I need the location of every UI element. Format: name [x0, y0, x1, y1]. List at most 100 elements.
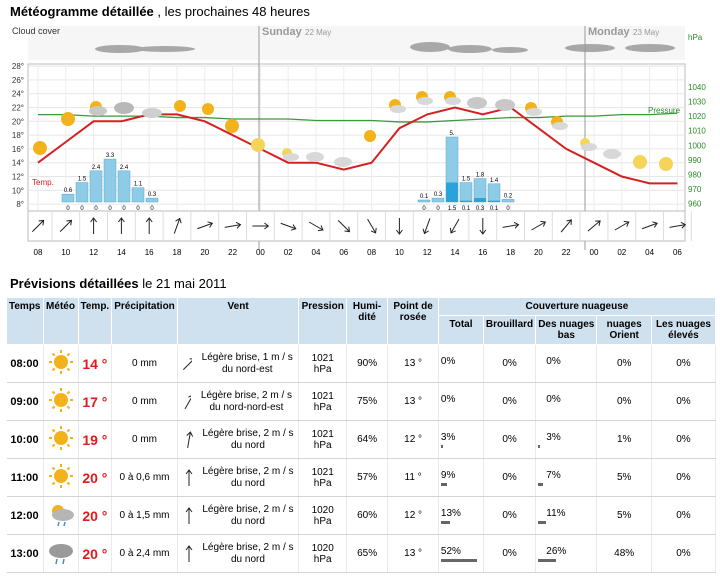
- sun-cloud-icon: [416, 91, 433, 105]
- pressure-tick-label: 1030: [688, 98, 706, 107]
- cloud-rain-icon: [43, 534, 79, 573]
- wind-arrow-icon: [184, 393, 191, 409]
- hour-label: 00: [256, 248, 265, 257]
- monday-label: Monday: [588, 26, 630, 38]
- hour-label: 10: [61, 248, 70, 257]
- row-cloud-low: 0%: [535, 382, 598, 421]
- pressure-tick-label: 970: [688, 185, 702, 194]
- header-cloud: Couverture nuageuse: [437, 297, 717, 316]
- wind-arrow-icon: [252, 222, 270, 230]
- row-cloud-total: 0%: [438, 382, 484, 421]
- temp-tick-label: 8°: [16, 200, 24, 209]
- row-cloud-high: 0%: [651, 458, 717, 497]
- hour-label: 06: [339, 248, 348, 257]
- row-cloud-low-text: 0%: [546, 355, 561, 367]
- precip-bar: [145, 197, 159, 203]
- hour-labels: 08 10 12 14 16 18 20 22 00 02 04 06 08 10 12 14 16 18 20 22…: [34, 248, 683, 257]
- precip-bar: [103, 158, 117, 203]
- cloud-low-bar: [538, 444, 541, 448]
- row-pressure: 1021 hPa: [298, 458, 347, 497]
- row-wind: Légère brise, 2 m / s du nord: [177, 420, 300, 459]
- row-cloud-total: 3%: [438, 420, 484, 459]
- row-precip: 0 mm: [111, 344, 178, 383]
- precip-min-label: 0.1: [462, 206, 471, 212]
- row-cloud-low: 7%: [535, 458, 598, 497]
- row-pressure: 1020 hPa: [298, 496, 347, 535]
- precip-max-label: 0.2: [504, 193, 513, 199]
- header-time: Temps: [6, 297, 44, 345]
- precip-bar-min: [460, 200, 472, 202]
- header-weather: Météo: [42, 297, 79, 345]
- moon-cloud-icon: [282, 148, 299, 161]
- row-cloud-high: 0%: [651, 496, 717, 535]
- row-cloud-total: 0%: [438, 344, 484, 383]
- precip-bar: [89, 170, 103, 203]
- sun-icon: [202, 103, 214, 115]
- row-cloud-mid: 5%: [596, 458, 652, 497]
- wind-arrow-icon: [173, 217, 182, 234]
- row-fog: 0%: [483, 458, 537, 497]
- wind-arrow-icon: [90, 217, 97, 234]
- precip-min-label: 0: [80, 206, 84, 212]
- row-cloud-mid: 0%: [596, 344, 652, 383]
- cloud-cover-label: Cloud cover: [12, 26, 60, 36]
- wind-arrow-icon: [118, 217, 125, 234]
- hour-label: 08: [367, 248, 376, 257]
- header-fog: Brouillard: [482, 315, 537, 345]
- precip-min-label: 0: [422, 206, 426, 212]
- hour-label: 20: [534, 248, 543, 257]
- meteogram-title: Météogramme détaillée , les prochaines 4…: [10, 4, 310, 19]
- hour-label: 16: [145, 248, 154, 257]
- header-total: Total: [437, 315, 484, 345]
- temp-tick-label: 16°: [12, 145, 24, 154]
- pressure-tick-label: 1040: [688, 83, 706, 92]
- row-wind: Légère brise, 2 m / s du nord: [177, 534, 300, 573]
- header-humidity: Humi-dité: [345, 297, 389, 345]
- row-cloud-high: 0%: [651, 344, 717, 383]
- header-low: Des nuages bas: [535, 315, 598, 345]
- row-cloud-mid: 0%: [596, 382, 652, 421]
- sun-cloud-icon: [389, 99, 406, 113]
- row-cloud-low: 26%: [535, 534, 598, 573]
- header-wind: Vent: [176, 297, 300, 345]
- precip-min-label: 0.3: [476, 206, 485, 212]
- cloud-low-bar: [538, 482, 544, 486]
- precip-bar: [117, 170, 131, 203]
- row-dew: 12 °: [387, 420, 439, 459]
- wind-arrow-icon: [395, 218, 403, 235]
- monday-date: 23 May: [633, 28, 659, 37]
- hour-label: 22: [562, 248, 571, 257]
- table-row: 09:00 17 ° 0 mm Légère brise, 2 m / s du…: [6, 382, 717, 421]
- row-wind-text: Légère brise, 2 m / s du nord: [202, 503, 294, 527]
- cloud-total-bar: [440, 482, 448, 486]
- row-time: 10:00: [6, 420, 44, 459]
- precip-bar: [75, 182, 89, 203]
- precip-max-label: 1.8: [476, 173, 485, 179]
- wind-arrow-icon: [59, 219, 73, 233]
- row-fog: 0%: [483, 344, 537, 383]
- hour-label: 04: [312, 248, 321, 257]
- header-pressure: Pression: [298, 297, 347, 345]
- row-humidity: 65%: [346, 534, 389, 573]
- row-cloud-high: 0%: [651, 420, 717, 459]
- sun-icon: [43, 382, 79, 421]
- row-wind-text: Légère brise, 2 m / s du nord: [202, 465, 294, 489]
- row-cloud-high: 0%: [651, 382, 717, 421]
- hour-label: 12: [423, 248, 432, 257]
- wind-arrow-icon: [560, 219, 572, 233]
- row-pressure: 1021 hPa: [298, 382, 347, 421]
- cloud-icon: [306, 152, 324, 162]
- precip-max-label: 1.5: [78, 177, 87, 183]
- row-cloud-low: 0%: [535, 344, 598, 383]
- hour-label: 04: [645, 248, 654, 257]
- cloud-rain-icon: [89, 101, 107, 116]
- row-fog: 0%: [483, 420, 537, 459]
- row-time: 09:00: [6, 382, 44, 421]
- row-dew: 13 °: [387, 344, 439, 383]
- sun-icon: [61, 112, 75, 126]
- precip-max-label: 1.4: [490, 178, 499, 184]
- hour-label: 20: [200, 248, 209, 257]
- row-temp: 14 °: [78, 344, 113, 383]
- cloud-icon: [142, 108, 162, 118]
- table-row: 08:00 14 ° 0 mm Légère brise, 1 m / s du…: [6, 344, 717, 383]
